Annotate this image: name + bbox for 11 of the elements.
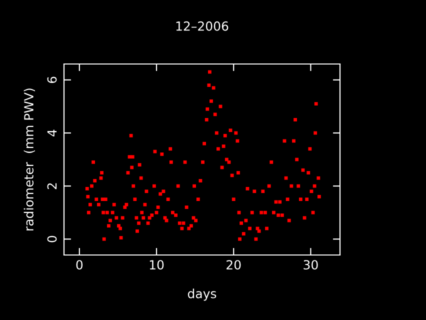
x-tick-label: 10 xyxy=(150,260,164,270)
x-tick-label: 0 xyxy=(76,260,83,270)
x-axis-title: days xyxy=(188,288,216,301)
y-axis-title: radiometer (mm PWV) xyxy=(24,88,35,230)
y-tick-label: 2 xyxy=(47,183,57,190)
y-tick-label: 4 xyxy=(47,130,57,136)
y-tick-label: 0 xyxy=(47,236,57,242)
y-tick-label: 6 xyxy=(47,76,57,84)
x-tick-label: 20 xyxy=(226,260,241,270)
x-tick-label: 30 xyxy=(304,260,318,270)
chart-title: 12–2006 xyxy=(176,21,228,31)
